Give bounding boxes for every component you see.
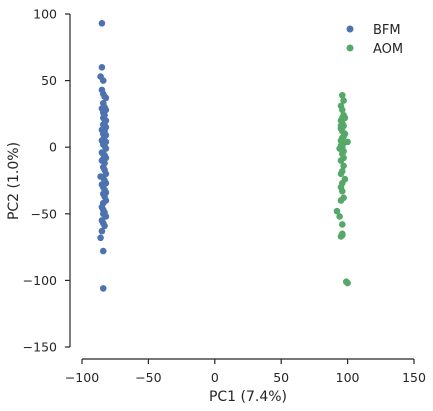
point-aom — [338, 221, 346, 228]
point-bfm — [98, 63, 106, 71]
legend-label-bfm: BFM — [373, 23, 401, 38]
legend: BFM AOM — [346, 23, 403, 57]
point-aom — [344, 138, 351, 146]
point-bfm — [99, 285, 107, 292]
point-bfm — [99, 247, 107, 255]
x-tick-label: −100 — [65, 370, 99, 385]
point-aom — [344, 279, 351, 287]
y-axis-label: PC2 (1.0%) — [6, 142, 22, 220]
legend-marker-aom — [346, 44, 354, 52]
point-aom — [337, 170, 345, 178]
point-aom — [338, 230, 346, 238]
point-aom — [336, 213, 343, 220]
points-layer — [97, 20, 351, 292]
x-tick-label: 100 — [336, 370, 360, 385]
point-bfm — [98, 20, 106, 27]
point-bfm — [102, 213, 110, 220]
legend-label-aom: AOM — [373, 42, 403, 57]
point-aom — [340, 162, 347, 170]
y-tick-label: 0 — [49, 140, 57, 155]
point-bfm — [102, 94, 110, 102]
legend-marker-bfm — [346, 25, 354, 33]
point-bfm — [98, 227, 106, 235]
y-tick-label: 50 — [41, 73, 57, 88]
ticks-layer: −100 −50 0 50 100 150 −150 −100 −50 0 50 100 — [23, 7, 426, 386]
y-tick-label: −100 — [23, 273, 57, 288]
point-aom — [333, 207, 341, 215]
y-tick-label: 100 — [33, 7, 57, 22]
point-bfm — [101, 222, 108, 230]
x-tick-label: 50 — [273, 370, 289, 385]
point-aom — [337, 197, 345, 204]
point-bfm — [97, 234, 104, 242]
point-aom — [337, 157, 345, 164]
x-tick-label: 150 — [402, 370, 426, 385]
point-aom — [338, 91, 346, 99]
point-bfm — [99, 77, 107, 84]
point-aom — [338, 106, 346, 114]
y-tick-label: −50 — [31, 206, 57, 221]
point-aom — [338, 114, 346, 122]
point-aom — [337, 122, 345, 130]
y-tick-label: −150 — [23, 340, 57, 355]
x-tick-label: −50 — [135, 370, 161, 385]
x-axis-label: PC1 (7.4%) — [209, 389, 287, 405]
point-bfm — [102, 145, 110, 152]
point-aom — [340, 97, 347, 104]
x-tick-label: 0 — [211, 370, 219, 385]
point-aom — [338, 187, 346, 195]
